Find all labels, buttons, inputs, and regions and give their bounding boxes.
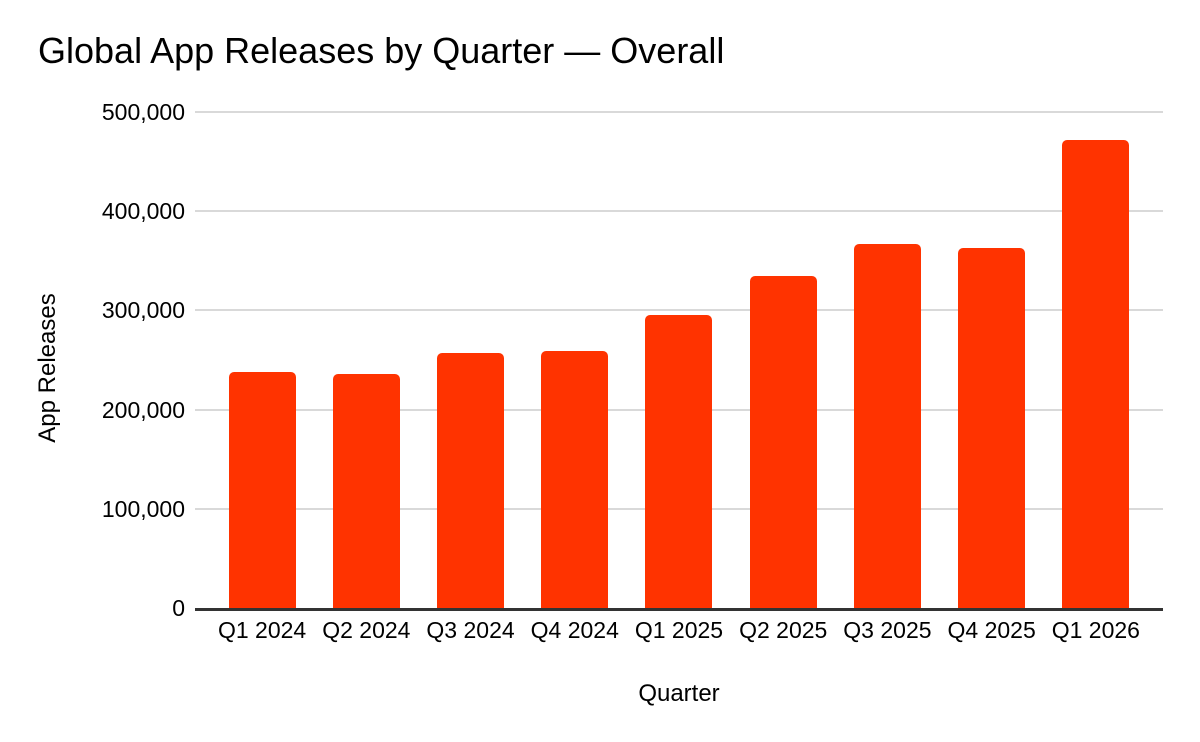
- chart-title: Global App Releases by Quarter — Overall: [38, 30, 725, 71]
- bar-q2-2024: [332, 373, 400, 608]
- bar-slot: [210, 112, 314, 608]
- y-tick-label: 500,000: [101, 99, 185, 125]
- y-tick-label: 300,000: [101, 297, 185, 324]
- bars-layer: [210, 112, 1148, 608]
- bar-q1-2024: [228, 371, 296, 608]
- bar-slot: [835, 112, 939, 608]
- x-tick-label: Q4 2025: [947, 617, 1036, 643]
- gridline: [195, 309, 1163, 312]
- gridline: [195, 210, 1163, 213]
- bar-q1-2026: [1062, 139, 1130, 608]
- bar-q4-2025: [958, 247, 1026, 608]
- bar-slot: [418, 112, 522, 608]
- y-tick-label: 400,000: [101, 198, 185, 225]
- x-tick-label: Q1 2025: [634, 617, 724, 643]
- bar-q3-2025: [853, 243, 921, 608]
- x-tick-label: Q3 2024: [426, 617, 515, 643]
- x-tick-label: Q1 2024: [217, 617, 307, 643]
- bar-slot: [523, 112, 627, 608]
- x-tick-label: Q2 2025: [739, 617, 828, 643]
- bar-q3-2024: [437, 353, 505, 608]
- bar-slot: [940, 112, 1044, 608]
- bar-slot: [731, 112, 835, 608]
- x-axis-title: Quarter: [638, 680, 720, 707]
- y-tick-label: 100,000: [101, 495, 185, 522]
- y-tick-label: 200,000: [101, 396, 185, 423]
- bar-slot: [627, 112, 731, 608]
- y-tick-label: 0: [172, 595, 185, 621]
- gridline: [195, 111, 1163, 113]
- bar-q1-2025: [645, 315, 713, 608]
- x-axis-tick-labels: Q1 2024 Q2 2024 Q3 2024 Q4 2024 Q1 2025 Q2 20…: [210, 617, 1148, 644]
- x-tick-label: Q3 2025: [843, 617, 932, 643]
- y-axis-title: App Releases: [34, 293, 61, 443]
- x-tick-label: Q1 2026: [1051, 617, 1140, 643]
- plot-area: [195, 111, 1163, 611]
- x-tick-label: Q2 2024: [322, 617, 411, 643]
- x-tick-label: Q4 2024: [530, 617, 619, 643]
- bar-slot: [314, 112, 418, 608]
- bar-q2-2025: [749, 275, 817, 608]
- bar-q4-2024: [541, 351, 609, 608]
- bar-slot: [1044, 112, 1148, 608]
